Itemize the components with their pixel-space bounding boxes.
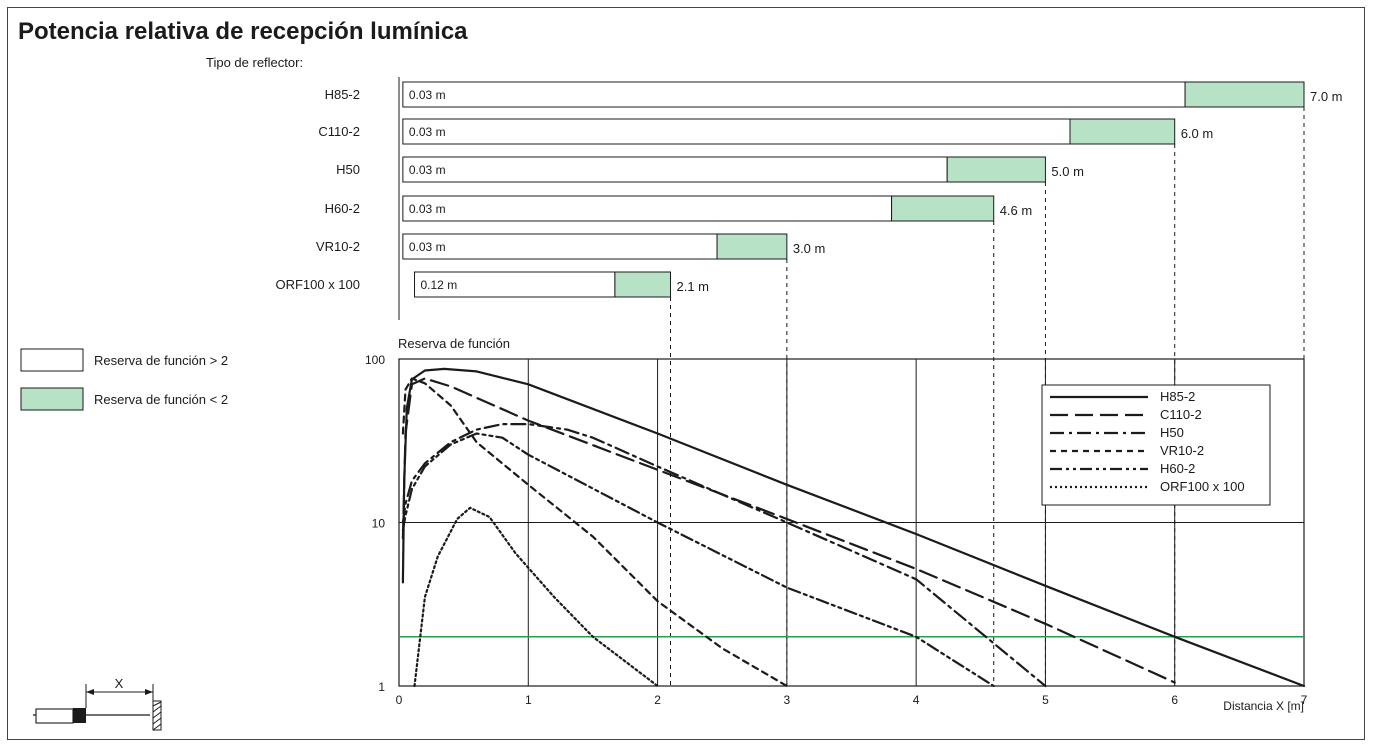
distance-symbol-label: X <box>115 676 124 691</box>
line-legend-item: H50 <box>1050 425 1184 440</box>
series-line <box>401 377 1176 684</box>
distance-sensor-diagram: X <box>33 676 162 731</box>
bar-end-label: 4.6 m <box>1000 203 1033 218</box>
reserve-high-bar <box>402 195 893 222</box>
line-legend-item: VR10-2 <box>1050 443 1204 458</box>
reflector-bar-row: H85-2 0.03 m 7.0 m <box>325 81 1343 686</box>
bar-start-label: 0.03 m <box>409 240 446 254</box>
reflector-bar-row: H50 0.03 m 5.0 m <box>336 156 1084 686</box>
line-legend-label: H85-2 <box>1160 389 1195 404</box>
legend-item: Reserva de función < 2 <box>20 387 228 411</box>
sensor-lens-icon <box>73 708 86 723</box>
line-legend-box <box>1041 384 1271 506</box>
reserve-high-bar <box>402 118 1071 145</box>
reflector-category-label: ORF100 x 100 <box>275 277 360 292</box>
x-axis-label: Distancia X [m] <box>1223 699 1304 713</box>
series-line <box>401 367 1306 688</box>
line-legend-label: VR10-2 <box>1160 443 1204 458</box>
bar-start-label: 0.03 m <box>409 88 446 102</box>
x-tick-label: 2 <box>654 693 661 707</box>
bar-end-label: 3.0 m <box>793 241 826 256</box>
reflector-category-label: VR10-2 <box>316 239 360 254</box>
line-legend-item: ORF100 x 100 <box>1050 479 1245 494</box>
reserve-high-bar <box>402 156 948 183</box>
reflector-category-label: C110-2 <box>318 124 360 139</box>
x-tick-label: 3 <box>784 693 791 707</box>
bar-start-label: 0.12 m <box>421 278 458 292</box>
x-tick-label: 7 <box>1301 693 1308 707</box>
legend-swatch <box>20 348 84 372</box>
series-line <box>401 432 995 688</box>
series-line <box>401 423 1047 688</box>
reserve-low-bar <box>716 233 788 260</box>
reflector-category-label: H85-2 <box>325 87 360 102</box>
reflector-heading: Tipo de reflector: <box>206 55 303 70</box>
bar-end-label: 6.0 m <box>1181 126 1214 141</box>
distance-arrow-heads-icon <box>86 689 153 695</box>
reserve-high-bar <box>414 271 616 298</box>
line-legend: H85-2 C110-2 H50 VR10-2 H60-2 ORF100 x 100 <box>1041 384 1271 506</box>
y-tick-label: 1 <box>378 680 385 694</box>
x-tick-label: 4 <box>913 693 920 707</box>
sensor-body-icon <box>35 708 74 724</box>
bar-start-label: 0.03 m <box>409 202 446 216</box>
reserve-low-bar <box>614 271 672 298</box>
reserve-low-bar <box>1069 118 1176 145</box>
line-legend-label: ORF100 x 100 <box>1160 479 1245 494</box>
bar-end-label: 7.0 m <box>1310 89 1343 104</box>
line-legend-label: C110-2 <box>1160 407 1202 422</box>
reflector-bar-row: H60-2 0.03 m 4.6 m <box>325 195 1033 686</box>
y-tick-label: 100 <box>365 353 385 367</box>
bar-end-label: 5.0 m <box>1051 164 1084 179</box>
legend-item: Reserva de función > 2 <box>20 348 228 372</box>
line-legend-label: H50 <box>1160 425 1184 440</box>
reserve-low-bar <box>946 156 1046 183</box>
reflector-bar-row: ORF100 x 100 0.12 m 2.1 m <box>275 271 710 686</box>
reflector-bar-row: VR10-2 0.03 m 3.0 m <box>316 233 826 686</box>
series-line <box>401 377 788 688</box>
line-legend-item: C110-2 <box>1050 407 1202 422</box>
y-tick-label: 10 <box>372 517 386 531</box>
legend-label: Reserva de función < 2 <box>94 392 228 407</box>
bar-end-label: 2.1 m <box>677 279 710 294</box>
line-legend-item: H85-2 <box>1050 389 1195 404</box>
legend-label: Reserva de función > 2 <box>94 353 228 368</box>
reflector-bar-row: C110-2 0.03 m 6.0 m <box>318 118 1214 686</box>
chart-title: Potencia relativa de recepción lumínica <box>18 18 468 45</box>
line-legend-label: H60-2 <box>1160 461 1195 476</box>
reflector-range-bars: H85-2 0.03 m 7.0 m C110-2 0.03 m 6.0 m H50 0.03… <box>275 77 1343 686</box>
x-tick-label: 0 <box>396 693 403 707</box>
reflector-hatch-icon <box>152 701 162 731</box>
reflector-category-label: H60-2 <box>325 201 360 216</box>
bar-start-label: 0.03 m <box>409 125 446 139</box>
reserve-high-bar <box>402 81 1186 108</box>
legend-swatch <box>20 387 84 411</box>
y-axis-label: Reserva de función <box>398 336 510 351</box>
reflector-category-label: H50 <box>336 162 360 177</box>
reserve-low-bar <box>891 195 995 222</box>
line-legend-item: H60-2 <box>1050 461 1195 476</box>
x-tick-label: 6 <box>1171 693 1178 707</box>
function-reserve-legend: Reserva de función > 2 Reserva de función… <box>20 348 228 411</box>
x-tick-label: 5 <box>1042 693 1049 707</box>
bar-start-label: 0.03 m <box>409 163 446 177</box>
reserve-low-bar <box>1184 81 1305 108</box>
series-line <box>413 506 659 688</box>
reserve-high-bar <box>402 233 718 260</box>
x-tick-label: 1 <box>525 693 532 707</box>
